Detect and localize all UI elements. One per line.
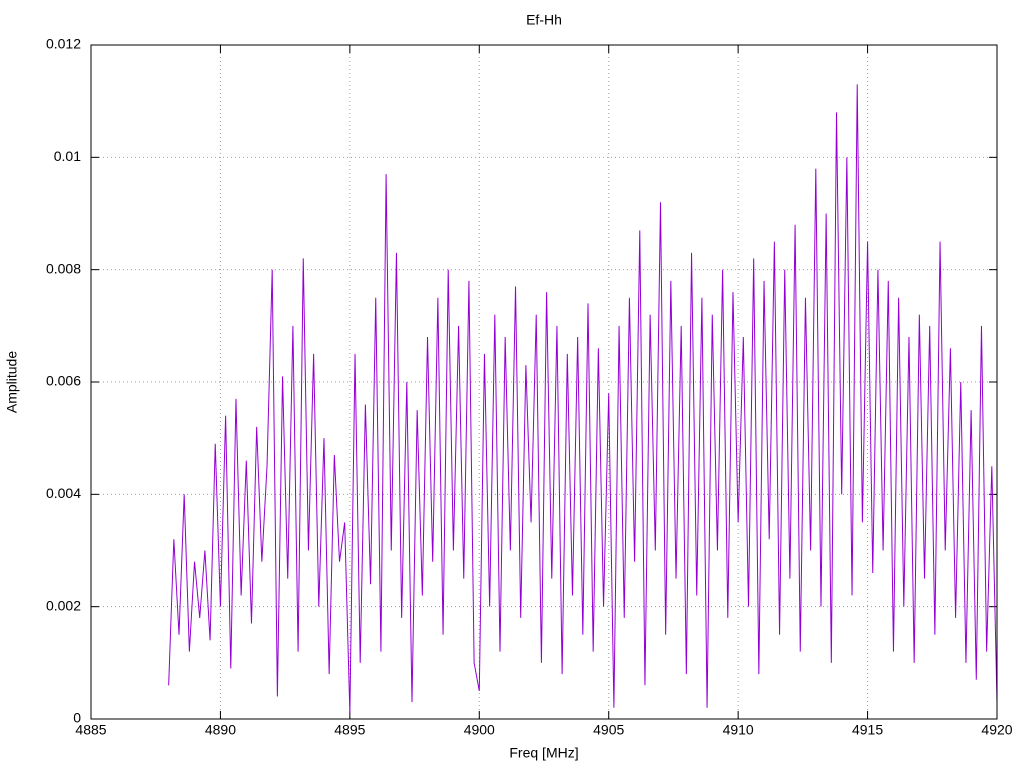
y-tick-label: 0.006 <box>46 373 81 389</box>
y-tick-label: 0.01 <box>54 148 81 164</box>
y-axis-label: Amplitude <box>4 351 20 413</box>
x-tick-label: 4905 <box>593 722 624 738</box>
x-tick-label: 4915 <box>852 722 883 738</box>
x-tick-label: 4890 <box>205 722 236 738</box>
y-tick-label: 0.004 <box>46 485 81 501</box>
chart-title: Ef-Hh <box>526 12 562 28</box>
x-tick-label: 4895 <box>334 722 365 738</box>
x-tick-label: 4920 <box>981 722 1012 738</box>
y-tick-label: 0.008 <box>46 260 81 276</box>
y-tick-label: 0.012 <box>46 36 81 52</box>
x-tick-label: 4910 <box>723 722 754 738</box>
x-tick-label: 4885 <box>75 722 106 738</box>
data-line <box>168 84 998 714</box>
x-tick-label: 4900 <box>464 722 495 738</box>
x-axis-label: Freq [MHz] <box>509 745 578 761</box>
y-tick-label: 0 <box>73 710 81 726</box>
plot-frame <box>90 44 998 720</box>
y-tick-label: 0.002 <box>46 597 81 613</box>
